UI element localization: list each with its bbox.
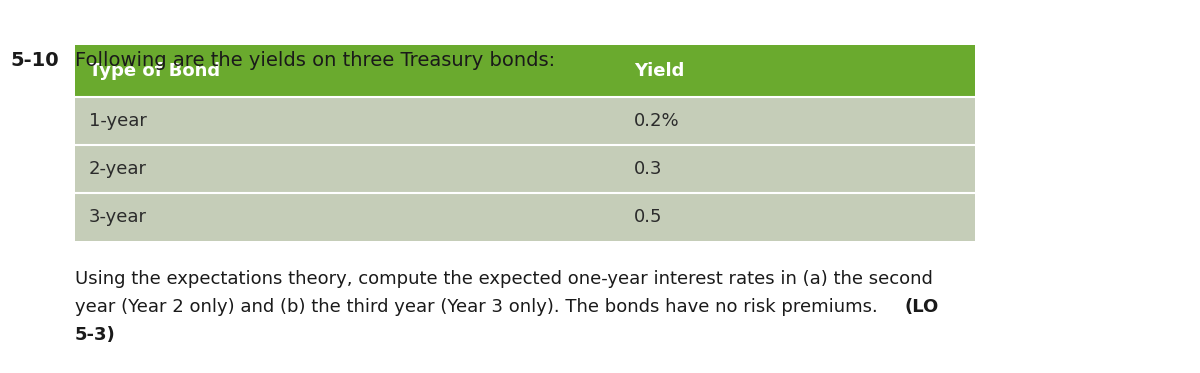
Bar xyxy=(74,145,974,193)
Bar xyxy=(74,97,974,145)
Text: Yield: Yield xyxy=(634,62,684,80)
Text: 0.5: 0.5 xyxy=(634,208,662,226)
Text: 5-3): 5-3) xyxy=(74,326,115,344)
Text: 5-10: 5-10 xyxy=(10,51,59,70)
Bar xyxy=(74,45,974,97)
Text: year (Year 2 only) and (b) the third year (Year 3 only). The bonds have no risk : year (Year 2 only) and (b) the third yea… xyxy=(74,298,883,316)
Text: 3-year: 3-year xyxy=(89,208,148,226)
Text: Type of Bond: Type of Bond xyxy=(89,62,220,80)
Text: Using the expectations theory, compute the expected one-year interest rates in (: Using the expectations theory, compute t… xyxy=(74,270,932,288)
Text: 1-year: 1-year xyxy=(89,112,146,130)
Text: 0.3: 0.3 xyxy=(634,160,662,178)
Text: 2-year: 2-year xyxy=(89,160,148,178)
Bar xyxy=(74,193,974,241)
Text: 0.2%: 0.2% xyxy=(634,112,679,130)
Text: (LO: (LO xyxy=(905,298,940,316)
Text: Following are the yields on three Treasury bonds:: Following are the yields on three Treasu… xyxy=(74,51,556,70)
